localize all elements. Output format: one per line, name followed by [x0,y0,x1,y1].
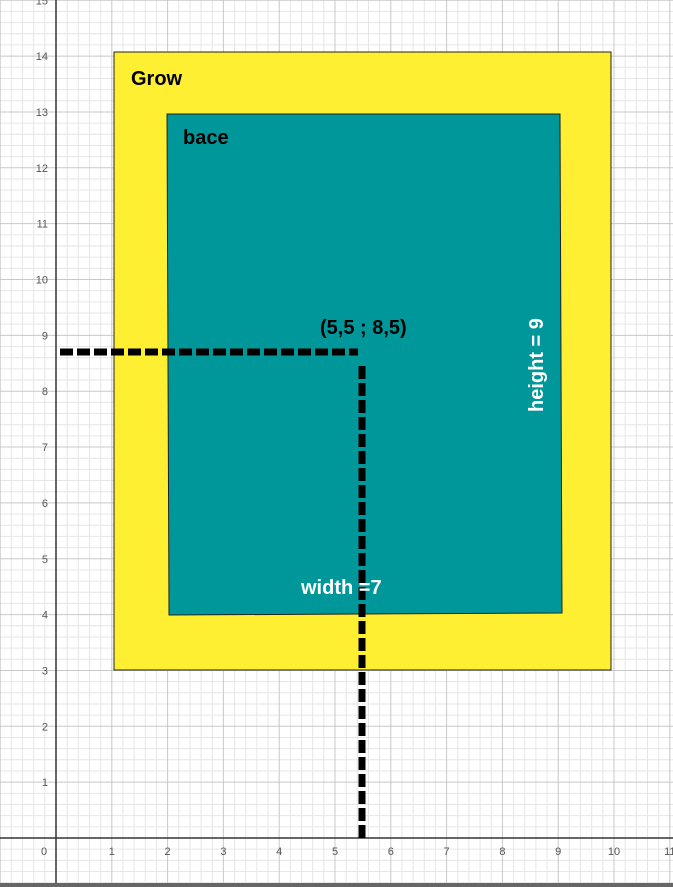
height-label: height = 9 [526,318,548,412]
x-tick-labels: 0 1 2 3 4 5 6 7 8 9 10 11 [41,846,673,858]
y-tick-label: 12 [36,163,48,175]
y-tick-label: 13 [36,107,48,119]
center-point-label: (5,5 ; 8,5) [320,317,407,339]
y-tick-label: 15 [36,0,48,7]
y-tick-label: 4 [42,610,48,622]
y-tick-label: 9 [42,330,48,342]
y-tick-label: 10 [36,275,48,287]
x-tick-label: 9 [555,846,561,858]
y-tick-label: 8 [42,386,48,398]
x-tick-label: 8 [499,846,505,858]
x-tick-label: 10 [608,846,620,858]
inner-rectangle-label: bace [183,127,229,149]
x-tick-label: 6 [388,846,394,858]
x-tick-label: 3 [220,846,226,858]
y-tick-label: 6 [42,498,48,510]
y-tick-label: 7 [42,442,48,454]
y-tick-label: 1 [42,777,48,789]
width-label: width =7 [300,577,382,599]
y-tick-label: 5 [42,554,48,566]
outer-rectangle-label: Grow [131,68,183,90]
x-tick-label: 4 [276,846,282,858]
x-tick-label: 5 [332,846,338,858]
x-tick-label: 7 [444,846,450,858]
inner-rectangle [166,113,563,616]
y-tick-label: 11 [37,219,48,231]
bottom-border [0,883,673,887]
y-tick-label: 3 [42,665,48,677]
y-tick-label: 2 [42,721,48,733]
y-tick-label: 14 [36,51,48,63]
x-tick-label: 11 [664,846,673,858]
x-tick-label: 2 [165,846,171,858]
x-tick-label: 0 [41,846,47,858]
x-tick-label: 1 [109,846,115,858]
